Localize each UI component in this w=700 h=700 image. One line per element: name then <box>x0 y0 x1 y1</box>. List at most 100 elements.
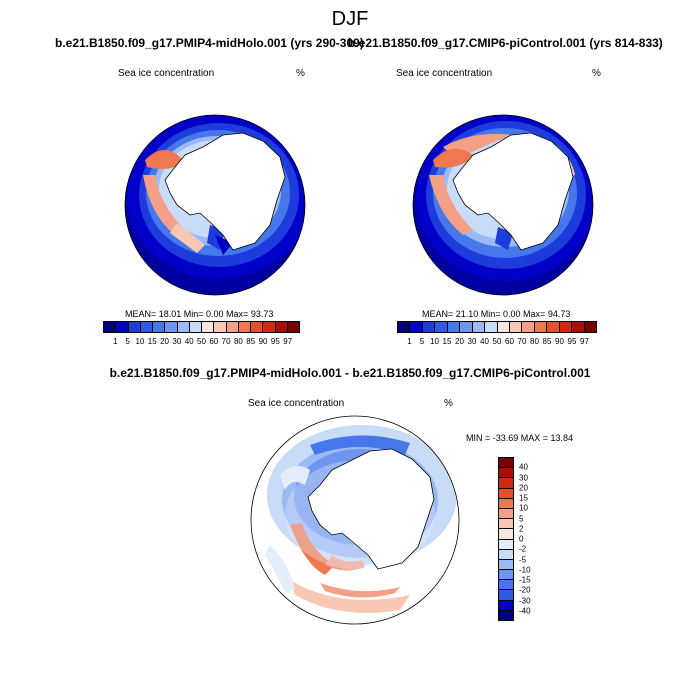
left-stats: MEAN= 18.01 Min= 0.00 Max= 93.73 <box>125 309 274 319</box>
diff-colorbar-label: -2 <box>519 544 527 554</box>
diff-colorbar-swatch <box>499 498 513 509</box>
left-colorbar-label: 97 <box>283 337 293 346</box>
left-colorbar-label: 70 <box>221 337 231 346</box>
right-colorbar-swatch <box>534 322 548 332</box>
left-colorbar-label: 60 <box>209 337 219 346</box>
diff-colorbar-swatch <box>499 529 513 540</box>
left-colorbar-label: 1 <box>113 337 118 346</box>
diff-colorbar-swatch <box>499 570 513 581</box>
left-colorbar-swatch <box>165 322 178 332</box>
right-colorbar-swatch <box>460 322 473 332</box>
right-colorbar-swatch <box>547 322 560 332</box>
left-colorbar-label: 15 <box>147 337 157 346</box>
right-polar-map <box>412 114 594 296</box>
right-colorbar-swatch <box>497 322 510 332</box>
diff-colorbar-swatch <box>499 519 513 530</box>
diff-colorbar-label: 5 <box>519 514 524 523</box>
diff-colorbar-swatch <box>499 488 513 499</box>
left-colorbar-label: 5 <box>125 337 130 346</box>
diff-colorbar-label: -5 <box>519 555 527 564</box>
right-units: % <box>592 68 601 79</box>
right-colorbar <box>397 321 597 333</box>
right-colorbar-label: 5 <box>419 337 425 346</box>
diff-colorbar-label: 0 <box>519 534 524 544</box>
diff-colorbar-label: -20 <box>519 585 531 595</box>
figure-title: DJF <box>331 8 369 30</box>
left-colorbar-swatch <box>140 322 153 332</box>
right-colorbar-label: 20 <box>455 337 464 346</box>
right-panel-subtitle: b.e21.B1850.f09_g17.CMIP6-piControl.001 … <box>348 36 663 50</box>
right-colorbar-label: 80 <box>530 337 539 346</box>
right-colorbar-swatch <box>485 322 498 332</box>
diff-colorbar-swatch <box>499 549 513 560</box>
diff-colorbar-label: 15 <box>519 493 528 503</box>
diff-units: % <box>444 398 453 409</box>
left-colorbar-label: 10 <box>135 337 145 346</box>
right-colorbar-swatch <box>435 322 448 332</box>
right-colorbar-label: 70 <box>517 337 527 346</box>
right-colorbar-swatch <box>422 322 436 332</box>
diff-colorbar-swatch <box>499 478 513 489</box>
left-colorbar-label: 95 <box>270 337 280 346</box>
right-colorbar-swatch <box>509 322 523 332</box>
diff-colorbar-swatch <box>499 580 513 591</box>
right-colorbar-label: 30 <box>467 337 477 346</box>
diff-colorbar-swatch <box>499 468 513 479</box>
left-colorbar-swatch <box>238 322 251 332</box>
left-colorbar-label: 20 <box>160 337 170 346</box>
left-panel-subtitle: b.e21.B1850.f09_g17.PMIP4-midHolo.001 (y… <box>55 36 364 50</box>
left-colorbar <box>103 321 300 333</box>
left-colorbar-label: 80 <box>233 337 243 346</box>
left-colorbar-label: 40 <box>184 337 194 346</box>
right-colorbar-swatch <box>472 322 486 332</box>
diff-colorbar-swatch <box>499 610 513 620</box>
right-colorbar-swatch <box>447 322 461 332</box>
diff-colorbar-label: 40 <box>519 462 528 472</box>
left-colorbar-swatch <box>153 322 166 332</box>
diff-colorbar-swatch <box>499 559 513 571</box>
left-colorbar-swatch <box>104 322 117 332</box>
diff-colorbar-label: -10 <box>519 565 531 575</box>
left-units: % <box>296 68 305 79</box>
right-colorbar-swatch <box>584 322 596 332</box>
left-variable-name: Sea ice concentration <box>118 68 215 79</box>
diff-colorbar-label: -15 <box>519 575 531 585</box>
left-colorbar-swatch <box>189 322 202 332</box>
left-colorbar-swatch <box>177 322 190 332</box>
right-colorbar-label: 97 <box>580 337 589 346</box>
right-colorbar-label: 15 <box>442 337 452 346</box>
diff-colorbar-label: -30 <box>519 596 531 605</box>
right-colorbar-label: 60 <box>505 337 514 346</box>
left-colorbar-label: 50 <box>197 337 206 346</box>
right-antarctica-outline <box>452 132 574 251</box>
diff-antarctica-outline <box>307 448 435 570</box>
diff-colorbar-label: 20 <box>519 483 528 493</box>
diff-variable-name: Sea ice concentration <box>248 398 345 409</box>
diff-colorbar-swatch <box>499 600 513 611</box>
right-colorbar-label: 10 <box>430 337 439 346</box>
left-colorbar-label: 30 <box>172 337 182 346</box>
right-colorbar-swatch <box>398 322 411 332</box>
diff-colorbar-swatch <box>499 539 513 550</box>
left-colorbar-swatch <box>251 322 264 332</box>
left-colorbar-label: 90 <box>258 337 268 346</box>
left-antarctica-outline <box>164 132 286 251</box>
diff-colorbar-swatch <box>499 590 513 601</box>
diff-colorbar-label: 10 <box>519 503 528 513</box>
difference-polar-map <box>250 415 460 625</box>
difference-title: b.e21.B1850.f09_g17.PMIP4-midHolo.001 - … <box>109 366 591 380</box>
diff-colorbar-label: 30 <box>519 473 528 482</box>
left-colorbar-swatch <box>202 322 215 332</box>
left-colorbar-swatch <box>287 322 299 332</box>
left-polar-map <box>124 114 306 296</box>
left-colorbar-labels: 1 5 10 15 20 30 40 50 60 70 80 85 90 95 97 <box>103 337 300 347</box>
difference-colorbar <box>498 457 514 621</box>
right-colorbar-label: 95 <box>567 337 577 346</box>
right-colorbar-labels: 1 5 10 15 20 30 40 50 60 70 80 85 90 95 97 <box>397 337 597 347</box>
left-colorbar-label: 85 <box>246 337 256 346</box>
right-colorbar-swatch <box>410 322 423 332</box>
diff-stats: MIN = -33.69 MAX = 13.84 <box>466 433 574 443</box>
right-colorbar-label: 40 <box>480 337 489 346</box>
left-colorbar-swatch <box>226 322 239 332</box>
right-colorbar-label: 90 <box>555 337 564 346</box>
